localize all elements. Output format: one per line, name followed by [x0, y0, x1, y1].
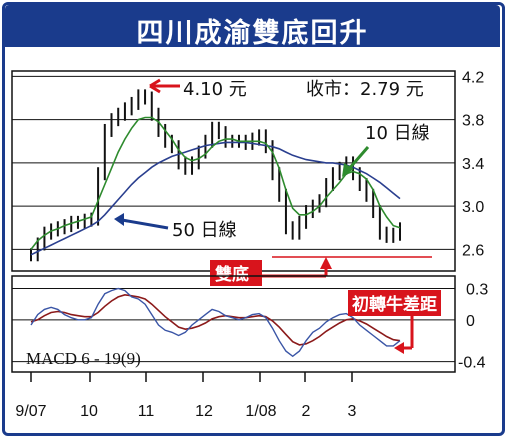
macd-y-tick-label: -0.4 — [458, 355, 486, 372]
price-y-tick-label: 3.8 — [462, 113, 484, 130]
ma10-annotation: 10 日線 — [365, 123, 430, 144]
price-y-tick-label: 3.0 — [462, 199, 484, 216]
ma50-arrow — [121, 218, 169, 230]
macd-fast-line — [30, 287, 401, 358]
macd-y-tick-label: 0.3 — [466, 282, 488, 299]
x-tick-label: 11 — [138, 403, 155, 420]
macd-label: MACD 6 - 19(9) — [26, 349, 141, 368]
high-arrow — [149, 78, 180, 94]
price-y-tick-label: 2.6 — [462, 242, 484, 259]
chart-title: 四川成渝雙底回升 — [136, 18, 369, 49]
ma10-line — [30, 116, 401, 250]
macd-panel-border — [11, 275, 456, 373]
ma10-arrow-head — [342, 163, 354, 177]
ma10-arrow — [346, 146, 370, 171]
crossover-arrow-head — [394, 342, 404, 354]
crossover-label-box — [348, 290, 441, 316]
close-annotation: 收市：2.79 元 — [306, 79, 424, 100]
double-bottom-label-box — [210, 260, 262, 286]
x-tick-label: 12 — [195, 403, 213, 420]
double-bottom-label: 雙底 — [215, 264, 249, 285]
price-y-tick-label: 4.2 — [462, 69, 484, 86]
ma50-arrow-head — [114, 213, 124, 226]
x-tick-label: 10 — [80, 403, 98, 420]
ma50-annotation: 50 日線 — [172, 220, 237, 241]
x-tick-label: 1/08 — [245, 403, 276, 420]
macd-y-tick-label: 0 — [466, 313, 475, 330]
crossover-label: 初轉牛差距 — [352, 294, 437, 315]
x-tick-label: 2 — [302, 403, 311, 420]
double-bottom-arrow — [320, 257, 332, 269]
price-panel-border — [11, 70, 456, 272]
high-annotation: 4.10 元 — [183, 79, 247, 100]
price-y-tick-label: 3.4 — [462, 156, 484, 173]
x-tick-label: 3 — [348, 403, 357, 420]
title-bar: 四川成渝雙底回升 — [5, 5, 500, 49]
x-tick-label: 9/07 — [15, 403, 46, 420]
